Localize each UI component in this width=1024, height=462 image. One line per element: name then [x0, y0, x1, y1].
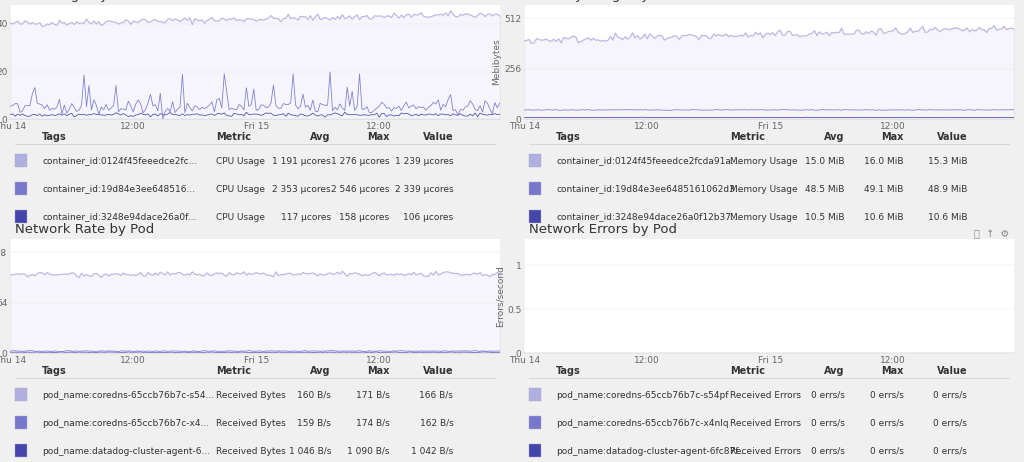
Text: Network Rate by Pod: Network Rate by Pod — [15, 223, 155, 236]
Text: pod_name:datadog-cluster-agent-6fc87f...: pod_name:datadog-cluster-agent-6fc87f... — [556, 447, 746, 456]
Text: ⛶  ↑  ⚙: ⛶ ↑ ⚙ — [974, 230, 1009, 239]
Text: CPU Usage by Container: CPU Usage by Container — [15, 0, 178, 2]
Text: Avg: Avg — [824, 132, 845, 142]
Text: 15.0 MiB: 15.0 MiB — [805, 157, 845, 165]
Text: Memory Usage by Container: Memory Usage by Container — [529, 0, 719, 2]
Text: Memory Usage: Memory Usage — [730, 157, 798, 165]
Text: Tags: Tags — [556, 132, 581, 142]
Text: 16.0 MiB: 16.0 MiB — [864, 157, 903, 165]
Text: Tags: Tags — [42, 366, 67, 376]
Text: Avg: Avg — [824, 366, 845, 376]
Text: container_id:0124f45feeedce2fc...: container_id:0124f45feeedce2fc... — [42, 157, 198, 165]
Text: Avg: Avg — [310, 366, 331, 376]
Text: 0 errs/s: 0 errs/s — [811, 447, 845, 456]
Text: Memory Usage: Memory Usage — [730, 213, 798, 222]
Text: 48.9 MiB: 48.9 MiB — [928, 184, 968, 194]
Y-axis label: Errors/second: Errors/second — [496, 265, 504, 327]
Bar — [529, 182, 542, 195]
Text: 0 errs/s: 0 errs/s — [869, 419, 903, 428]
Text: 0 errs/s: 0 errs/s — [934, 390, 968, 400]
Text: CPU Usage: CPU Usage — [216, 157, 265, 165]
Text: 15.3 MiB: 15.3 MiB — [928, 157, 968, 165]
Text: Value: Value — [937, 132, 968, 142]
Text: Max: Max — [368, 366, 389, 376]
Text: 0 errs/s: 0 errs/s — [934, 419, 968, 428]
Text: pod_name:datadog-cluster-agent-6...: pod_name:datadog-cluster-agent-6... — [42, 447, 210, 456]
Bar — [15, 154, 28, 167]
Text: 117 μcores: 117 μcores — [281, 213, 331, 222]
Text: Tags: Tags — [556, 366, 581, 376]
Bar — [529, 388, 542, 401]
Text: Network Errors by Pod: Network Errors by Pod — [529, 223, 677, 236]
Text: pod_name:coredns-65ccb76b7c-s54...: pod_name:coredns-65ccb76b7c-s54... — [42, 390, 214, 400]
Text: 1 276 μcores: 1 276 μcores — [331, 157, 389, 165]
Text: Received Bytes: Received Bytes — [216, 447, 286, 456]
Text: Received Bytes: Received Bytes — [216, 390, 286, 400]
Text: Received Errors: Received Errors — [730, 390, 801, 400]
Text: Max: Max — [882, 132, 903, 142]
Text: 10.6 MiB: 10.6 MiB — [928, 213, 968, 222]
Text: 160 B/s: 160 B/s — [297, 390, 331, 400]
Bar — [15, 388, 28, 401]
Bar — [529, 416, 542, 429]
Text: 1 090 B/s: 1 090 B/s — [347, 447, 389, 456]
Text: pod_name:coredns-65ccb76b7c-x4...: pod_name:coredns-65ccb76b7c-x4... — [42, 419, 209, 428]
Text: CPU Usage: CPU Usage — [216, 184, 265, 194]
Text: 2 546 μcores: 2 546 μcores — [331, 184, 389, 194]
Text: 166 B/s: 166 B/s — [420, 390, 454, 400]
Text: pod_name:coredns-65ccb76b7c-s54pf: pod_name:coredns-65ccb76b7c-s54pf — [556, 390, 728, 400]
Text: 0 errs/s: 0 errs/s — [869, 447, 903, 456]
Bar — [15, 210, 28, 223]
Bar — [529, 444, 542, 457]
Bar — [15, 416, 28, 429]
Text: container_id:3248e94dace26a0f12b37...: container_id:3248e94dace26a0f12b37... — [556, 213, 739, 222]
Text: 10.5 MiB: 10.5 MiB — [805, 213, 845, 222]
Text: 1 191 μcores: 1 191 μcores — [272, 157, 331, 165]
Text: Value: Value — [937, 366, 968, 376]
Text: 48.5 MiB: 48.5 MiB — [806, 184, 845, 194]
Text: 2 353 μcores: 2 353 μcores — [272, 184, 331, 194]
Bar — [15, 182, 28, 195]
Text: Received Errors: Received Errors — [730, 447, 801, 456]
Text: 0 errs/s: 0 errs/s — [869, 390, 903, 400]
Text: Metric: Metric — [730, 366, 765, 376]
Text: 158 μcores: 158 μcores — [340, 213, 389, 222]
Text: Memory Usage: Memory Usage — [730, 184, 798, 194]
Bar — [529, 154, 542, 167]
Text: 0 errs/s: 0 errs/s — [811, 419, 845, 428]
Text: Avg: Avg — [310, 132, 331, 142]
Text: 159 B/s: 159 B/s — [297, 419, 331, 428]
Text: 1 042 B/s: 1 042 B/s — [411, 447, 454, 456]
Text: 1 046 B/s: 1 046 B/s — [289, 447, 331, 456]
Text: Max: Max — [368, 132, 389, 142]
Text: 174 B/s: 174 B/s — [356, 419, 389, 428]
Text: CPU Usage: CPU Usage — [216, 213, 265, 222]
Text: Metric: Metric — [730, 132, 765, 142]
Text: 49.1 MiB: 49.1 MiB — [864, 184, 903, 194]
Text: pod_name:coredns-65ccb76b7c-x4nlq: pod_name:coredns-65ccb76b7c-x4nlq — [556, 419, 729, 428]
Text: 0 errs/s: 0 errs/s — [934, 447, 968, 456]
Bar — [15, 444, 28, 457]
Text: Metric: Metric — [216, 366, 251, 376]
Text: 0 errs/s: 0 errs/s — [811, 390, 845, 400]
Text: container_id:0124f45feeedce2fcda91a...: container_id:0124f45feeedce2fcda91a... — [556, 157, 739, 165]
Text: Metric: Metric — [216, 132, 251, 142]
Text: Tags: Tags — [42, 132, 67, 142]
Text: container_id:19d84e3ee648516...: container_id:19d84e3ee648516... — [42, 184, 196, 194]
Y-axis label: Mebibytes: Mebibytes — [493, 39, 502, 85]
Text: 2 339 μcores: 2 339 μcores — [394, 184, 454, 194]
Text: container_id:19d84e3ee6485161062d3...: container_id:19d84e3ee6485161062d3... — [556, 184, 743, 194]
Text: 10.6 MiB: 10.6 MiB — [864, 213, 903, 222]
Text: 106 μcores: 106 μcores — [403, 213, 454, 222]
Text: 1 239 μcores: 1 239 μcores — [394, 157, 454, 165]
Text: 171 B/s: 171 B/s — [355, 390, 389, 400]
Text: Received Errors: Received Errors — [730, 419, 801, 428]
Text: Value: Value — [423, 366, 454, 376]
Text: Received Bytes: Received Bytes — [216, 419, 286, 428]
Text: Value: Value — [423, 132, 454, 142]
Bar — [529, 210, 542, 223]
Text: 162 B/s: 162 B/s — [420, 419, 454, 428]
Text: Max: Max — [882, 366, 903, 376]
Text: container_id:3248e94dace26a0f...: container_id:3248e94dace26a0f... — [42, 213, 197, 222]
